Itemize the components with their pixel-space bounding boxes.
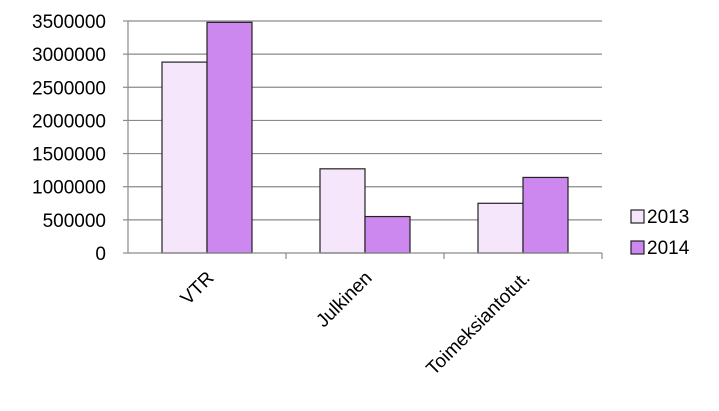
bar-2013-Julkinen (319, 168, 366, 254)
bar-2014-VTR (206, 21, 253, 254)
bar-2014-Toimeksiantotut. (522, 176, 569, 254)
legend-swatch-2013 (630, 209, 645, 224)
legend: 2013 2014 (630, 207, 690, 259)
axes (123, 20, 603, 259)
x-category-label: VTR (177, 268, 219, 310)
bar-2013-Toimeksiantotut. (477, 202, 524, 254)
bars (161, 21, 569, 254)
bar-2014-Julkinen (364, 215, 411, 254)
y-tick-label: 500000 (43, 211, 106, 232)
legend-swatch-2014 (630, 240, 645, 255)
bar-2013-VTR (161, 61, 208, 254)
y-tick-label: 2500000 (32, 78, 106, 99)
legend-label-2013: 2013 (647, 207, 689, 228)
y-tick-label: 1000000 (32, 178, 106, 199)
y-tick-label: 3500000 (32, 12, 106, 33)
x-category-labels: VTR Julkinen Toimeksiantotut. (177, 268, 535, 380)
y-tick-label: 1500000 (32, 145, 106, 166)
y-tick-labels: 0 500000 1000000 1500000 2000000 2500000 30000… (32, 12, 106, 265)
y-tick-label: 3000000 (32, 45, 106, 66)
y-tick-label: 2000000 (32, 111, 106, 132)
x-category-label: Julkinen (312, 268, 376, 332)
legend-label-2014: 2014 (647, 238, 690, 259)
y-tick-label: 0 (95, 244, 106, 265)
x-category-label: Toimeksiantotut. (423, 268, 535, 380)
